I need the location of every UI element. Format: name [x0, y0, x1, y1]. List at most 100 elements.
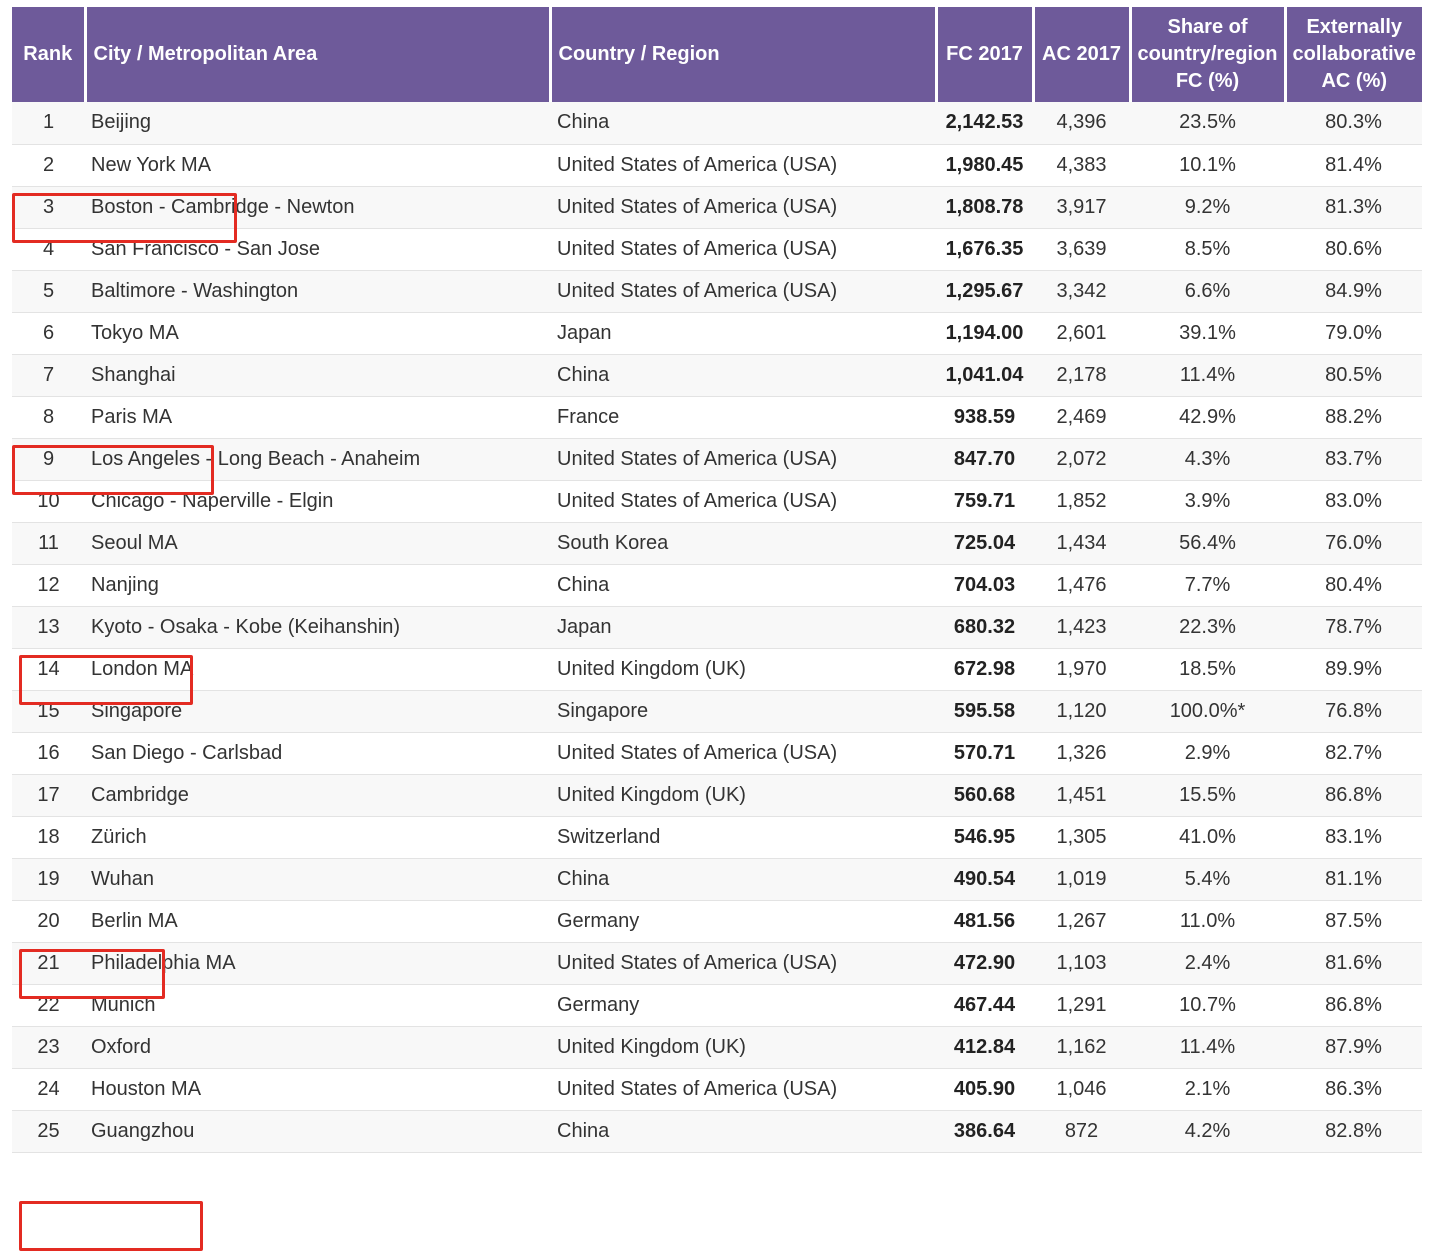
- table-row: 5 Baltimore - Washington United States of …: [12, 270, 1422, 313]
- cell-city: Seoul MA: [85, 522, 550, 565]
- cell-rank: 3: [12, 186, 85, 229]
- table-row: 19 Wuhan China 490.54 1,019 5.4% 81.1%: [12, 858, 1422, 901]
- cell-country: China: [550, 354, 936, 397]
- cell-external-ac: 80.5%: [1285, 354, 1422, 397]
- cell-external-ac: 86.3%: [1285, 1068, 1422, 1111]
- header-share-fc[interactable]: Share of country/region FC (%): [1130, 7, 1287, 102]
- table-row: 10 Chicago - Naperville - Elgin United Sta…: [12, 480, 1422, 523]
- cell-country: United States of America (USA): [550, 186, 936, 229]
- cell-ac-2017: 4,396: [1033, 102, 1130, 145]
- cell-ac-2017: 1,046: [1033, 1068, 1130, 1111]
- cell-city: London MA: [85, 648, 550, 691]
- header-city[interactable]: City / Metropolitan Area: [85, 7, 552, 102]
- cell-external-ac: 86.8%: [1285, 984, 1422, 1027]
- cell-city: Nanjing: [85, 564, 550, 607]
- cell-city: Philadelphia MA: [85, 942, 550, 985]
- cell-city: Beijing: [85, 102, 550, 145]
- cell-external-ac: 80.6%: [1285, 228, 1422, 271]
- header-ext-line-2: collaborative: [1292, 43, 1416, 65]
- cell-external-ac: 88.2%: [1285, 396, 1422, 439]
- cell-city: Houston MA: [85, 1068, 550, 1111]
- cell-fc-2017: 595.58: [936, 690, 1033, 733]
- header-rank[interactable]: Rank: [12, 7, 87, 102]
- cell-ac-2017: 872: [1033, 1110, 1130, 1153]
- cell-city: Tokyo MA: [85, 312, 550, 355]
- cell-city: Kyoto - Osaka - Kobe (Keihanshin): [85, 606, 550, 649]
- cell-city: Boston - Cambridge - Newton: [85, 186, 550, 229]
- cell-country: United States of America (USA): [550, 732, 936, 775]
- cell-fc-2017: 1,194.00: [936, 312, 1033, 355]
- header-ac-2017[interactable]: AC 2017: [1033, 7, 1132, 102]
- cell-fc-2017: 386.64: [936, 1110, 1033, 1153]
- cell-fc-2017: 1,295.67: [936, 270, 1033, 313]
- cell-ac-2017: 3,342: [1033, 270, 1130, 313]
- cell-country: United States of America (USA): [550, 438, 936, 481]
- cell-ac-2017: 2,072: [1033, 438, 1130, 481]
- table-row: 18 Zürich Switzerland 546.95 1,305 41.0% 83.1%: [12, 816, 1422, 859]
- cell-share-fc: 6.6%: [1130, 270, 1285, 313]
- cell-rank: 20: [12, 900, 85, 943]
- ranking-table-container: Rank City / Metropolitan Area Country / …: [12, 7, 1422, 1251]
- cell-rank: 9: [12, 438, 85, 481]
- cell-external-ac: 81.3%: [1285, 186, 1422, 229]
- cell-fc-2017: 570.71: [936, 732, 1033, 775]
- cell-fc-2017: 704.03: [936, 564, 1033, 607]
- cell-fc-2017: 680.32: [936, 606, 1033, 649]
- table-row: 11 Seoul MA South Korea 725.04 1,434 56.4% 76.…: [12, 522, 1422, 565]
- cell-ac-2017: 1,970: [1033, 648, 1130, 691]
- cell-ac-2017: 1,326: [1033, 732, 1130, 775]
- table-row: 9 Los Angeles - Long Beach - Anaheim Unite…: [12, 438, 1422, 481]
- cell-ac-2017: 1,305: [1033, 816, 1130, 859]
- cell-external-ac: 87.9%: [1285, 1026, 1422, 1069]
- table-row: 6 Tokyo MA Japan 1,194.00 2,601 39.1% 79.0%: [12, 312, 1422, 355]
- cell-ac-2017: 3,917: [1033, 186, 1130, 229]
- header-external-ac[interactable]: Externally collaborative AC (%): [1285, 7, 1422, 102]
- table-row: 1 Beijing China 2,142.53 4,396 23.5% 80.3%: [12, 102, 1422, 145]
- cell-ac-2017: 1,852: [1033, 480, 1130, 523]
- cell-rank: 18: [12, 816, 85, 859]
- cell-city: Cambridge: [85, 774, 550, 817]
- cell-external-ac: 81.1%: [1285, 858, 1422, 901]
- cell-country: China: [550, 858, 936, 901]
- cell-fc-2017: 472.90: [936, 942, 1033, 985]
- table-row: 22 Munich Germany 467.44 1,291 10.7% 86.8%: [12, 984, 1422, 1027]
- cell-city: Chicago - Naperville - Elgin: [85, 480, 550, 523]
- cell-share-fc: 11.4%: [1130, 354, 1285, 397]
- cell-fc-2017: 490.54: [936, 858, 1033, 901]
- cell-city: San Francisco - San Jose: [85, 228, 550, 271]
- table-row: 7 Shanghai China 1,041.04 2,178 11.4% 80.5%: [12, 354, 1422, 397]
- cell-fc-2017: 481.56: [936, 900, 1033, 943]
- cell-country: United States of America (USA): [550, 144, 936, 187]
- cell-country: China: [550, 564, 936, 607]
- cell-share-fc: 3.9%: [1130, 480, 1285, 523]
- cell-share-fc: 42.9%: [1130, 396, 1285, 439]
- cell-country: United Kingdom (UK): [550, 1026, 936, 1069]
- table-body: 1 Beijing China 2,142.53 4,396 23.5% 80.3% 2 New…: [12, 102, 1422, 1153]
- cell-city: Singapore: [85, 690, 550, 733]
- header-share-line-1: Share of: [1167, 16, 1248, 38]
- cell-rank: 2: [12, 144, 85, 187]
- cell-rank: 25: [12, 1110, 85, 1153]
- highlight-box: [19, 1201, 203, 1251]
- cell-ac-2017: 1,291: [1033, 984, 1130, 1027]
- cell-rank: 24: [12, 1068, 85, 1111]
- cell-ac-2017: 1,267: [1033, 900, 1130, 943]
- table-header: Rank City / Metropolitan Area Country / …: [12, 7, 1422, 102]
- cell-country: Japan: [550, 312, 936, 355]
- cell-external-ac: 81.4%: [1285, 144, 1422, 187]
- header-country[interactable]: Country / Region: [550, 7, 938, 102]
- header-share-line-3: FC (%): [1175, 70, 1240, 92]
- cell-fc-2017: 560.68: [936, 774, 1033, 817]
- table-row: 2 New York MA United States of America (US…: [12, 144, 1422, 187]
- cell-external-ac: 83.0%: [1285, 480, 1422, 523]
- header-fc-2017[interactable]: FC 2017: [936, 7, 1035, 102]
- cell-external-ac: 83.7%: [1285, 438, 1422, 481]
- cell-city: Los Angeles - Long Beach - Anaheim: [85, 438, 550, 481]
- cell-fc-2017: 1,808.78: [936, 186, 1033, 229]
- cell-fc-2017: 725.04: [936, 522, 1033, 565]
- cell-country: United States of America (USA): [550, 270, 936, 313]
- cell-rank: 5: [12, 270, 85, 313]
- cell-city: Baltimore - Washington: [85, 270, 550, 313]
- cell-share-fc: 100.0%*: [1130, 690, 1285, 733]
- table-row: 24 Houston MA United States of America (US…: [12, 1068, 1422, 1111]
